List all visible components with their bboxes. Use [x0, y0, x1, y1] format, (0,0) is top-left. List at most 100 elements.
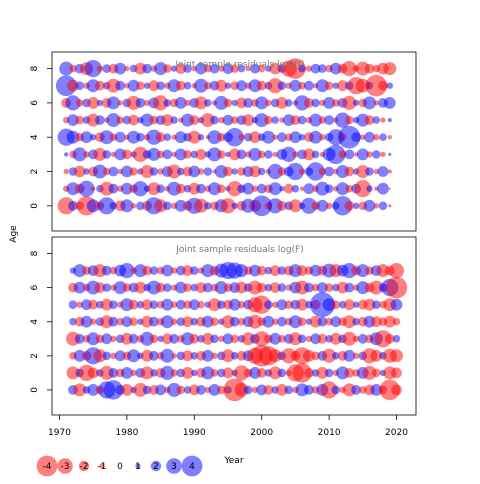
residual-bubble [176, 385, 186, 395]
legend-entry: 3 [166, 458, 182, 474]
residual-bubble [237, 64, 246, 73]
residual-bubble [303, 183, 315, 195]
residual-bubble [250, 63, 260, 74]
residual-bubble [69, 317, 77, 326]
residual-bubble [342, 331, 357, 346]
legend-bubble [36, 455, 58, 477]
residual-bubble [390, 298, 403, 311]
residual-bubble [222, 63, 234, 74]
residual-bubble [298, 81, 306, 90]
residual-bubble [195, 282, 207, 293]
panel-frame [51, 236, 417, 416]
residual-bubble [364, 115, 375, 125]
residual-bubble [296, 298, 308, 311]
y-tick-label: 2 [30, 353, 40, 359]
residual-bubble [121, 182, 133, 195]
residual-bubble [256, 80, 267, 91]
residual-bubble [217, 184, 226, 193]
residual-bubble [66, 130, 80, 144]
x-tick-label: 2010 [318, 428, 341, 438]
residual-bubble [284, 385, 294, 395]
residual-bubble [115, 80, 126, 91]
residual-bubble [156, 150, 165, 159]
residual-bubble [141, 299, 153, 311]
residual-bubble [130, 369, 137, 377]
residual-bubble [170, 369, 178, 377]
residual-bubble [208, 298, 221, 312]
residual-bubble [272, 151, 278, 158]
residual-bubble [309, 113, 323, 127]
residual-bubble [318, 64, 327, 73]
residual-bubble [311, 351, 320, 361]
residual-bubble [182, 350, 194, 362]
residual-bubble [183, 283, 192, 292]
residual-bubble [256, 183, 267, 194]
residual-bubble [268, 366, 282, 380]
residual-bubble [201, 366, 215, 380]
residual-bubble [67, 79, 79, 92]
residual-bubble [324, 283, 334, 292]
legend-label: 4 [189, 462, 195, 472]
residual-bubble [140, 366, 154, 380]
residual-bubble [249, 165, 261, 178]
panel-frame [51, 51, 417, 232]
residual-bubble [372, 368, 381, 378]
residual-bubble [356, 264, 370, 278]
residual-bubble [68, 300, 78, 310]
residual-bubble [228, 298, 241, 311]
residual-bubble [68, 200, 78, 211]
residual-bubble [160, 348, 175, 363]
residual-bubble [257, 150, 266, 159]
residual-bubble [114, 131, 126, 143]
residual-bubble [377, 166, 389, 177]
residual-bubble [208, 182, 221, 196]
residual-bubble [297, 115, 307, 125]
residual-bubble [343, 349, 356, 362]
residual-bubble [257, 167, 266, 176]
size-legend: -4 -3 -2 -1 0 1 2 3 4 [36, 455, 203, 477]
residual-bubble [286, 162, 304, 181]
residual-bubble [231, 202, 238, 209]
residual-bubble [324, 81, 334, 90]
residual-bubble [84, 60, 102, 78]
residual-bubble [74, 333, 85, 344]
residual-bubble [230, 116, 239, 124]
residual-bubble [332, 352, 340, 360]
residual-bubble [63, 152, 69, 157]
residual-bubble [277, 81, 287, 90]
residual-bubble [174, 131, 187, 144]
residual-bubble [365, 74, 388, 97]
residual-bubble [102, 64, 111, 73]
residual-bubble [318, 116, 327, 124]
residual-bubble [208, 384, 221, 396]
residual-bubble [342, 315, 356, 329]
residual-bubble [303, 349, 315, 362]
residual-bubble [69, 64, 77, 73]
residual-bubble [189, 115, 200, 125]
residual-bubble [374, 330, 392, 348]
residual-bubble [210, 369, 219, 377]
residual-bubble [210, 334, 219, 344]
residual-bubble [341, 61, 357, 77]
residual-bubble [370, 316, 382, 328]
residual-bubble [392, 317, 401, 326]
residual-bubble [325, 202, 333, 209]
residual-bubble [161, 333, 173, 345]
residual-bubble [304, 368, 314, 378]
y-tick-label: 0 [30, 387, 40, 393]
residual-bubble [362, 365, 377, 380]
residual-bubble [195, 62, 207, 75]
residual-bubble [337, 80, 348, 92]
residual-bubble [132, 181, 148, 197]
residual-bubble [78, 180, 95, 197]
residual-bubble [252, 295, 271, 314]
residual-bubble [134, 281, 147, 294]
residual-bubble [326, 144, 346, 165]
residual-bubble [352, 352, 360, 359]
residual-bubble [242, 182, 255, 195]
residual-bubble [323, 97, 335, 109]
residual-bubble [254, 331, 270, 347]
residual-bubble [57, 197, 75, 215]
residual-bubble [264, 150, 273, 159]
legend-entry: 1 [135, 462, 141, 472]
